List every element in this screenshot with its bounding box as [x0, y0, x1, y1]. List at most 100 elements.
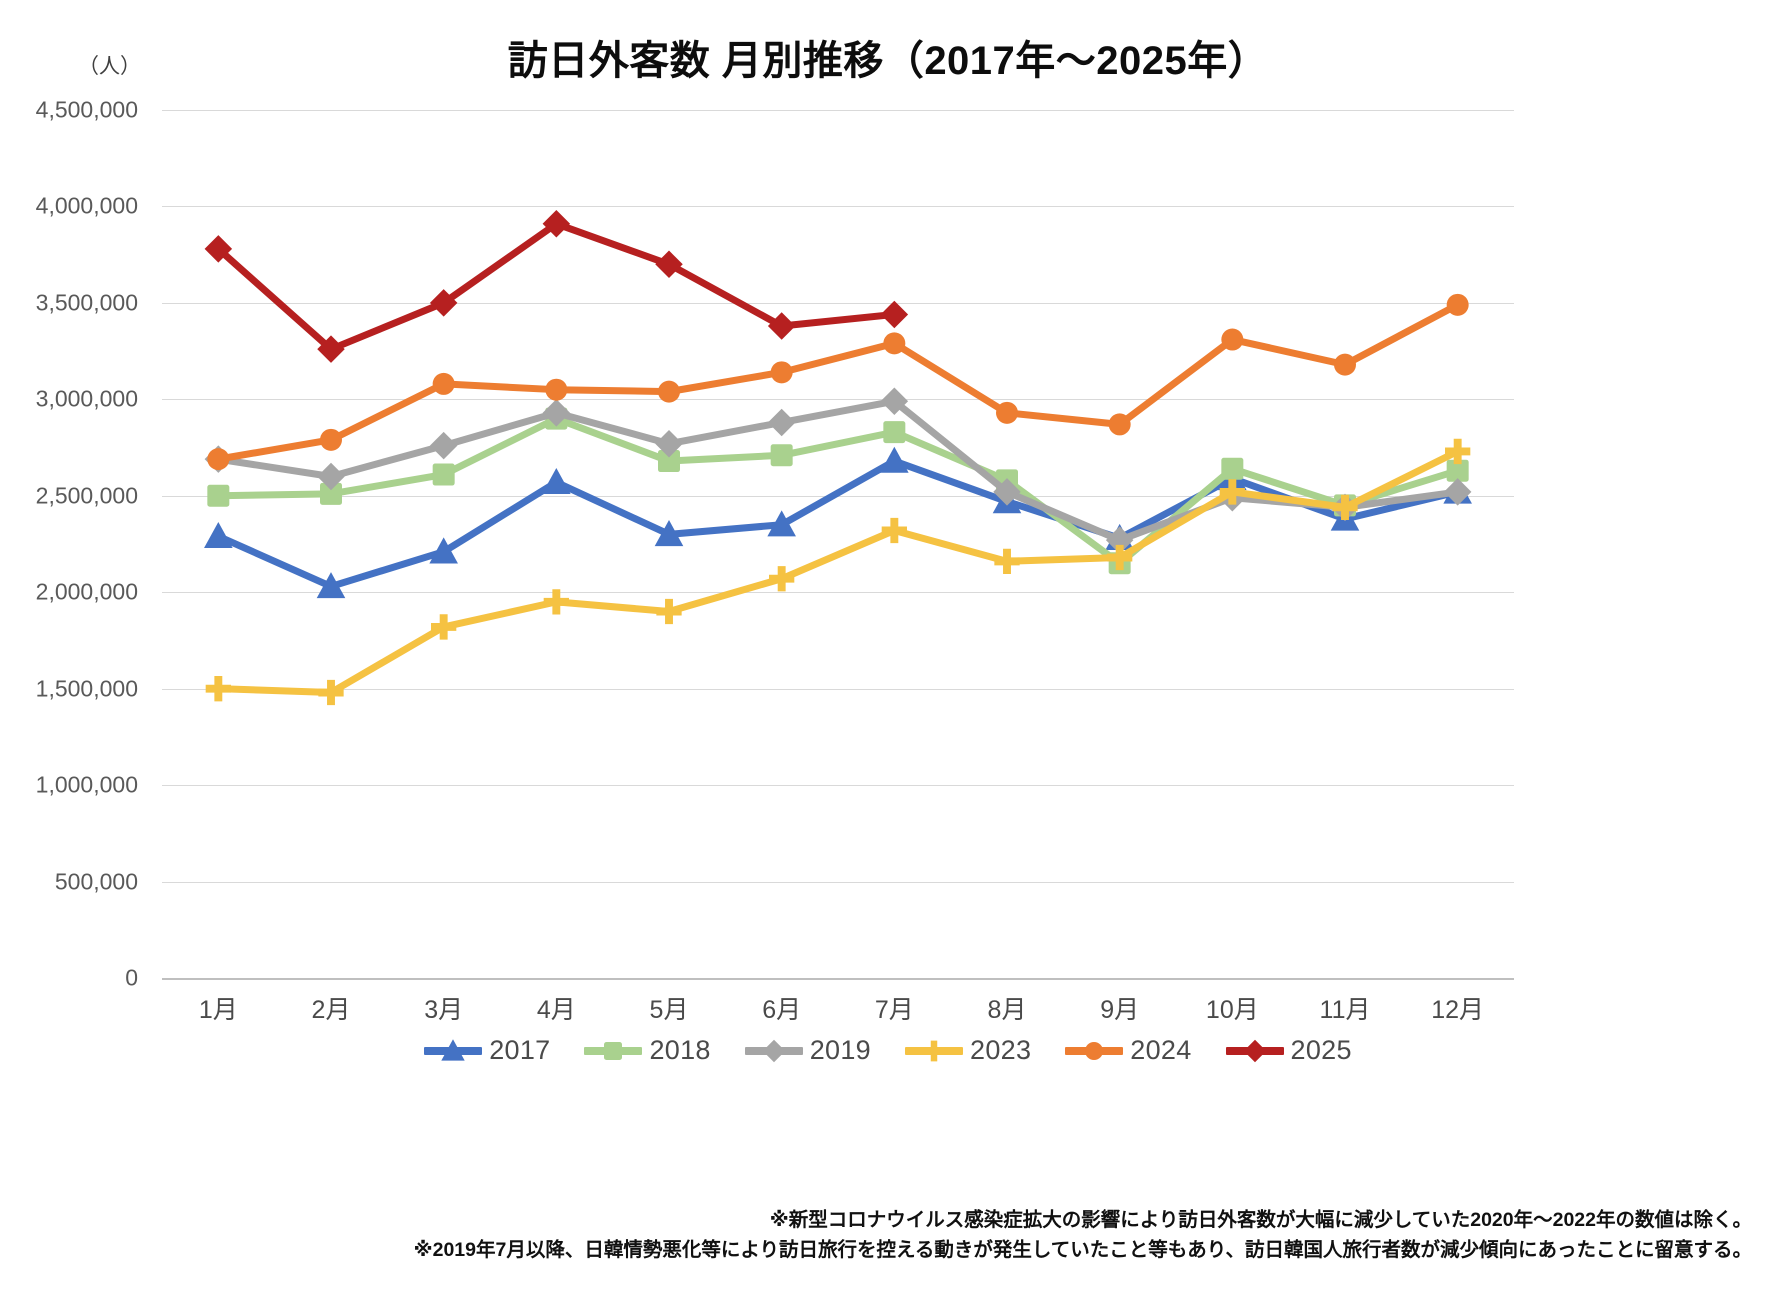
data-point-marker: [542, 210, 571, 238]
legend-label: 2024: [1130, 1035, 1192, 1065]
data-point-marker: [317, 335, 345, 363]
legend-label: 2018: [649, 1035, 711, 1065]
legend-item-2023[interactable]: 2023: [905, 1035, 1031, 1066]
legend-item-2025[interactable]: 2025: [1225, 1035, 1352, 1066]
footnote-2: ※2019年7月以降、日韓情勢悪化等により訪日旅行を控える動きが発生していたこと…: [413, 1239, 1752, 1262]
y-axis-unit-label: （人）: [78, 55, 141, 78]
data-point-marker: [1221, 328, 1244, 351]
gridline: [162, 881, 1514, 883]
y-tick-label: 3,500,000: [35, 289, 138, 316]
data-point-marker: [204, 521, 233, 549]
data-point-marker: [1332, 494, 1358, 521]
data-point-marker: [880, 446, 909, 473]
data-point-marker: [658, 380, 680, 403]
data-point-marker: [655, 250, 683, 279]
x-tick-label: 1月: [198, 996, 238, 1024]
data-point-marker: [1219, 479, 1245, 505]
x-tick-label: 5月: [649, 996, 689, 1024]
data-point-marker: [880, 387, 909, 416]
gridline: [162, 592, 1514, 594]
x-tick-label: 7月: [874, 996, 914, 1024]
legend-marker-icon: [584, 1038, 643, 1064]
gridline: [162, 785, 1514, 787]
series-2023: [205, 438, 1471, 706]
series-lines: [204, 210, 1472, 706]
data-point-marker: [1107, 544, 1133, 571]
data-point-marker: [767, 510, 796, 537]
data-point-marker: [1445, 438, 1471, 465]
legend-marker-icon: [424, 1038, 483, 1064]
gridline: [162, 110, 1514, 111]
series-2018: [207, 407, 1469, 575]
series-2019: [204, 387, 1472, 554]
data-point-marker: [770, 361, 793, 384]
series-line: [214, 447, 1462, 697]
data-point-marker: [767, 312, 796, 340]
series-2025: [204, 210, 909, 363]
x-tick-label: 4月: [536, 996, 576, 1024]
data-point-marker: [318, 679, 344, 706]
legend-item-2024[interactable]: 2024: [1065, 1035, 1191, 1066]
data-point-marker: [658, 450, 680, 473]
series-line: [214, 415, 1462, 567]
series-line: [214, 220, 898, 353]
y-tick-label: 3,000,000: [35, 385, 138, 412]
data-point-marker: [432, 463, 455, 486]
x-tick-label: 8月: [987, 996, 1027, 1024]
data-point-marker: [207, 448, 230, 471]
legend-label: 2023: [970, 1035, 1032, 1065]
data-point-marker: [993, 478, 1021, 506]
y-tick-label: 4,500,000: [35, 96, 138, 123]
y-tick-label: 500,000: [54, 868, 138, 895]
y-tick-label: 1,500,000: [35, 675, 138, 702]
x-tick-label: 11月: [1319, 996, 1371, 1024]
data-point-marker: [1443, 478, 1472, 506]
data-point-marker: [207, 484, 230, 507]
data-point-marker: [1105, 526, 1134, 554]
gridline: [162, 978, 1514, 980]
legend-item-2017[interactable]: 2017: [424, 1035, 550, 1066]
data-point-marker: [317, 462, 345, 491]
footnotes: ※新型コロナウイルス感染症拡大の影響により訪日外客数が大幅に減少していた2020…: [0, 1205, 1776, 1265]
series-2024: [207, 293, 1469, 471]
legend-item-2018[interactable]: 2018: [584, 1035, 710, 1066]
data-point-marker: [656, 598, 682, 625]
x-tick-label: 9月: [1100, 996, 1140, 1024]
y-tick-label: 4,000,000: [35, 192, 138, 219]
data-point-marker: [432, 372, 455, 395]
data-point-marker: [883, 421, 906, 444]
y-axis-tick-labels: 0 500,000 1,000,000 1,500,000 2,000,000 2,500…: [0, 97, 146, 991]
x-tick-label: 12月: [1431, 996, 1485, 1024]
x-tick-label: 6月: [762, 996, 802, 1024]
x-axis-tick-labels: 1月 2月 3月 4月 5月 6月 7月 8月 9月 10月 11月 12月: [162, 990, 1514, 1038]
series-line: [214, 457, 1462, 590]
data-point-marker: [769, 566, 795, 592]
legend-marker-icon: [744, 1038, 803, 1064]
data-point-marker: [1108, 413, 1131, 436]
legend-marker-icon: [1065, 1038, 1124, 1064]
chart-legend: 2017 2018 2019 2023 2024 2025: [0, 1035, 1776, 1066]
legend-label: 2025: [1290, 1035, 1352, 1065]
data-point-marker: [770, 444, 793, 467]
data-point-marker: [1221, 457, 1244, 480]
legend-marker-icon: [905, 1038, 963, 1064]
x-tick-label: 10月: [1205, 996, 1259, 1024]
data-point-marker: [1446, 293, 1469, 316]
gridline: [162, 688, 1514, 690]
data-point-marker: [996, 401, 1018, 424]
y-tick-label: 2,000,000: [35, 578, 138, 605]
gridline: [162, 399, 1514, 401]
footnote-1: ※新型コロナウイルス感染症拡大の影響により訪日外客数が大幅に減少していた2020…: [769, 1209, 1752, 1231]
y-tick-label: 0: [125, 964, 138, 991]
data-point-marker: [542, 399, 571, 427]
data-point-marker: [545, 378, 568, 401]
data-point-marker: [543, 589, 569, 615]
y-tick-label: 1,000,000: [35, 771, 138, 798]
series-line: [214, 397, 1462, 544]
legend-item-2019[interactable]: 2019: [744, 1035, 871, 1066]
data-point-marker: [320, 428, 342, 451]
y-tick-label: 2,500,000: [35, 482, 138, 509]
data-point-marker: [994, 548, 1020, 575]
chart-title: 訪日外客数 月別推移（2017年〜2025年）: [507, 39, 1269, 83]
